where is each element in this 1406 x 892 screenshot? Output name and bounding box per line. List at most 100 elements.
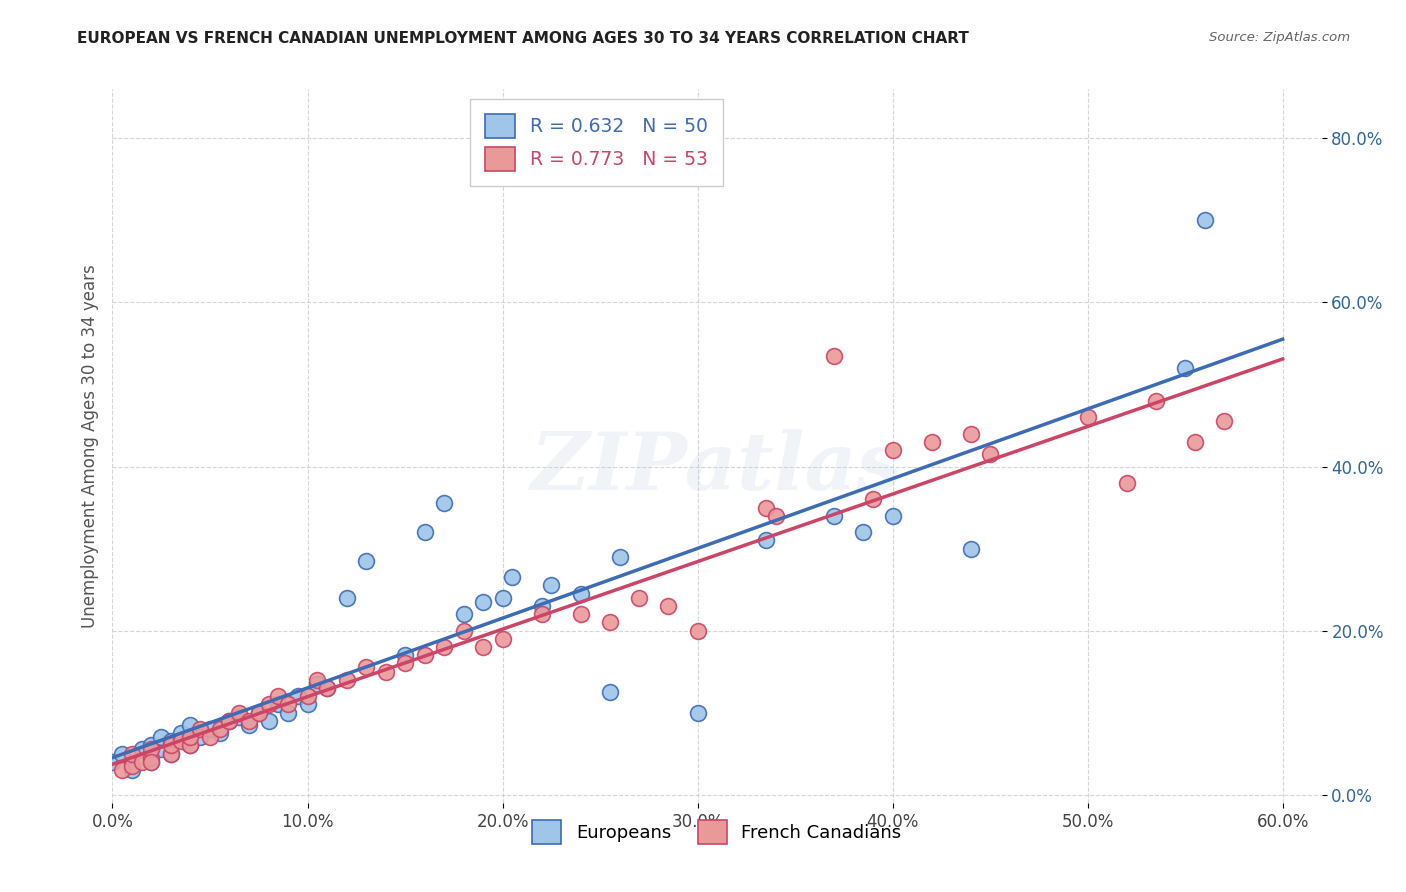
Point	[1174, 361, 1197, 376]
Point	[979, 447, 1001, 461]
Point	[413, 648, 436, 662]
Point	[628, 591, 651, 605]
Point	[111, 763, 134, 777]
Point	[823, 508, 845, 523]
Point	[686, 624, 709, 638]
Point	[335, 591, 357, 605]
Point	[316, 681, 339, 695]
Point	[131, 742, 153, 756]
Point	[755, 500, 778, 515]
Point	[208, 726, 231, 740]
Point	[218, 714, 240, 728]
Point	[354, 554, 377, 568]
Point	[297, 689, 319, 703]
Point	[599, 685, 621, 699]
Point	[277, 706, 299, 720]
Point	[188, 722, 211, 736]
Point	[882, 443, 904, 458]
Point	[141, 755, 163, 769]
Point	[150, 742, 173, 756]
Point	[609, 549, 631, 564]
Point	[852, 525, 875, 540]
Point	[882, 508, 904, 523]
Point	[287, 689, 309, 703]
Point	[316, 681, 339, 695]
Text: ZIPatlas: ZIPatlas	[531, 429, 903, 506]
Point	[170, 734, 193, 748]
Point	[1115, 475, 1137, 490]
Point	[179, 739, 201, 753]
Point	[657, 599, 679, 613]
Legend: R = 0.632   N = 50, R = 0.773   N = 53: R = 0.632 N = 50, R = 0.773 N = 53	[470, 99, 723, 186]
Point	[862, 492, 884, 507]
Point	[765, 508, 787, 523]
Point	[491, 591, 513, 605]
Point	[569, 587, 592, 601]
Point	[141, 755, 163, 769]
Point	[121, 763, 143, 777]
Point	[228, 706, 250, 720]
Point	[170, 726, 193, 740]
Point	[160, 734, 183, 748]
Point	[111, 747, 134, 761]
Point	[277, 698, 299, 712]
Point	[179, 718, 201, 732]
Point	[247, 706, 270, 720]
Point	[472, 640, 495, 654]
Point	[1077, 410, 1099, 425]
Point	[188, 730, 211, 744]
Point	[453, 624, 475, 638]
Point	[1184, 434, 1206, 449]
Point	[247, 706, 270, 720]
Point	[179, 739, 201, 753]
Point	[1194, 213, 1216, 227]
Point	[453, 607, 475, 622]
Point	[141, 739, 163, 753]
Point	[959, 426, 981, 441]
Point	[959, 541, 981, 556]
Point	[394, 648, 416, 662]
Point	[307, 677, 329, 691]
Point	[433, 496, 456, 510]
Point	[823, 349, 845, 363]
Point	[1144, 393, 1167, 408]
Point	[530, 599, 553, 613]
Point	[297, 698, 319, 712]
Point	[257, 698, 280, 712]
Point	[491, 632, 513, 646]
Point	[141, 742, 163, 756]
Point	[141, 750, 163, 764]
Point	[267, 689, 290, 703]
Point	[433, 640, 456, 654]
Point	[198, 730, 221, 744]
Point	[160, 747, 183, 761]
Point	[121, 759, 143, 773]
Point	[413, 525, 436, 540]
Point	[501, 570, 523, 584]
Point	[540, 578, 562, 592]
Text: EUROPEAN VS FRENCH CANADIAN UNEMPLOYMENT AMONG AGES 30 TO 34 YEARS CORRELATION C: EUROPEAN VS FRENCH CANADIAN UNEMPLOYMENT…	[77, 31, 969, 46]
Point	[686, 706, 709, 720]
Point	[267, 698, 290, 712]
Point	[472, 595, 495, 609]
Point	[530, 607, 553, 622]
Point	[228, 709, 250, 723]
Point	[160, 747, 183, 761]
Point	[208, 722, 231, 736]
Y-axis label: Unemployment Among Ages 30 to 34 years: Unemployment Among Ages 30 to 34 years	[80, 264, 98, 628]
Point	[179, 730, 201, 744]
Point	[179, 730, 201, 744]
Point	[218, 714, 240, 728]
Point	[921, 434, 943, 449]
Point	[131, 755, 153, 769]
Point	[121, 747, 143, 761]
Point	[374, 665, 396, 679]
Point	[307, 673, 329, 687]
Point	[394, 657, 416, 671]
Point	[1213, 414, 1236, 428]
Point	[599, 615, 621, 630]
Text: Source: ZipAtlas.com: Source: ZipAtlas.com	[1209, 31, 1350, 45]
Point	[101, 755, 124, 769]
Point	[238, 718, 260, 732]
Point	[198, 722, 221, 736]
